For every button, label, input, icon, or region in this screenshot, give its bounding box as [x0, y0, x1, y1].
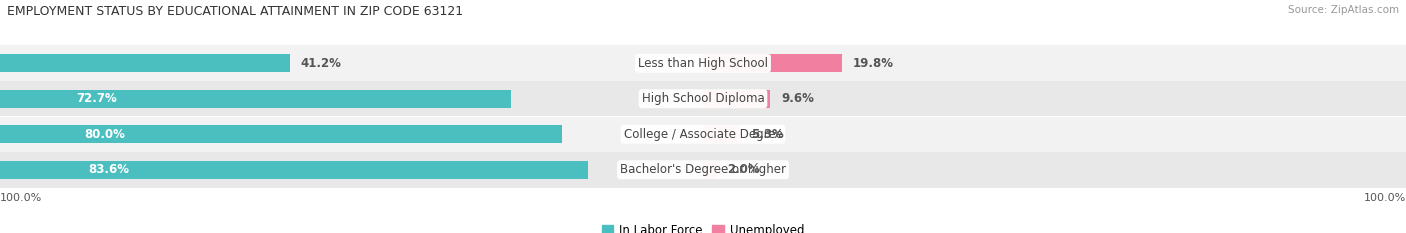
Bar: [703, 125, 741, 144]
Text: Bachelor's Degree or higher: Bachelor's Degree or higher: [620, 163, 786, 176]
Bar: [703, 54, 842, 72]
Text: Source: ZipAtlas.com: Source: ZipAtlas.com: [1288, 5, 1399, 15]
Text: EMPLOYMENT STATUS BY EDUCATIONAL ATTAINMENT IN ZIP CODE 63121: EMPLOYMENT STATUS BY EDUCATIONAL ATTAINM…: [7, 5, 463, 18]
Text: 80.0%: 80.0%: [84, 128, 125, 141]
Text: 72.7%: 72.7%: [77, 92, 118, 105]
Text: 41.2%: 41.2%: [301, 57, 342, 70]
Bar: [703, 89, 770, 108]
Text: Less than High School: Less than High School: [638, 57, 768, 70]
Text: 9.6%: 9.6%: [782, 92, 814, 105]
Bar: [703, 161, 717, 179]
Text: 2.0%: 2.0%: [728, 163, 761, 176]
Bar: [0, 81, 1406, 116]
Text: 83.6%: 83.6%: [89, 163, 129, 176]
Bar: [0, 45, 1406, 81]
Text: High School Diploma: High School Diploma: [641, 92, 765, 105]
Bar: [0, 152, 1406, 188]
Text: 100.0%: 100.0%: [0, 193, 42, 203]
Bar: [0, 116, 1406, 152]
Text: College / Associate Degree: College / Associate Degree: [624, 128, 782, 141]
Bar: [0, 125, 562, 144]
Bar: [0, 161, 588, 179]
Bar: [0, 54, 290, 72]
Bar: [0, 89, 512, 108]
Text: 5.3%: 5.3%: [751, 128, 783, 141]
Text: 19.8%: 19.8%: [852, 57, 894, 70]
Legend: In Labor Force, Unemployed: In Labor Force, Unemployed: [598, 219, 808, 233]
Text: 100.0%: 100.0%: [1364, 193, 1406, 203]
